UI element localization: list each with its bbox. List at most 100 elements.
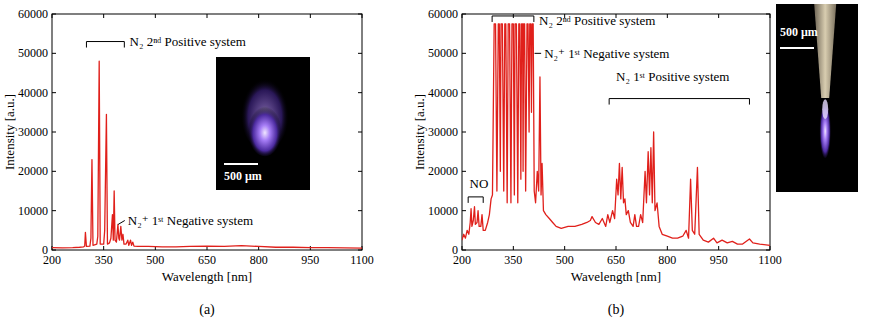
x-tick-label: 350 bbox=[504, 253, 522, 267]
spectrum-line bbox=[52, 61, 362, 248]
y-tick bbox=[462, 92, 466, 93]
y-tick-label: 60000 bbox=[18, 7, 48, 21]
x-tick bbox=[564, 246, 565, 250]
inset-background bbox=[776, 4, 858, 192]
y-tick bbox=[52, 171, 56, 172]
annotations: NON₂ 2ⁿᵈ Positive systemN₂⁺ 1ˢᵗ Negative… bbox=[468, 13, 749, 203]
y-tick bbox=[462, 171, 466, 172]
plasma-glow bbox=[248, 104, 282, 156]
plasma-core bbox=[822, 99, 828, 119]
x-tick-label: 500 bbox=[146, 253, 164, 267]
inset-photo: 500 μm bbox=[216, 57, 310, 190]
x-tick bbox=[52, 14, 53, 18]
x-tick-label: 1100 bbox=[350, 253, 374, 267]
scale-bar bbox=[780, 47, 814, 49]
x-tick-label: 950 bbox=[301, 253, 319, 267]
x-tick-label: 800 bbox=[658, 253, 676, 267]
y-tick-label: 60000 bbox=[428, 7, 458, 21]
annotation-label: NO bbox=[470, 176, 489, 191]
panel-label: (a) bbox=[199, 302, 215, 318]
x-tick bbox=[362, 14, 363, 18]
x-tick bbox=[155, 14, 156, 18]
x-tick bbox=[207, 14, 208, 18]
y-tick-label: 40000 bbox=[18, 86, 48, 100]
x-tick bbox=[462, 246, 463, 250]
y-tick-label: 0 bbox=[452, 243, 458, 257]
bracket bbox=[609, 99, 749, 105]
y-tick bbox=[52, 53, 56, 54]
scale-bar bbox=[224, 163, 258, 165]
y-tick-label: 50000 bbox=[428, 46, 458, 60]
x-tick bbox=[103, 246, 104, 250]
pointer bbox=[118, 221, 125, 225]
y-tick bbox=[766, 53, 770, 54]
y-tick bbox=[52, 14, 56, 15]
y-tick-label: 20000 bbox=[428, 164, 458, 178]
plot-data bbox=[52, 61, 362, 248]
annotation-label: N₂ 1ˢᵗ Positive system bbox=[616, 69, 729, 84]
annotation-label: N₂⁺ 1ˢᵗ Negative system bbox=[128, 213, 253, 228]
bracket bbox=[468, 197, 483, 203]
plasma-jet bbox=[819, 98, 831, 158]
y-tick bbox=[52, 132, 56, 133]
panel: 2003505006508009501100010000200003000040… bbox=[2, 7, 374, 318]
annotation-label: N₂⁺ 1ˢᵗ Negative system bbox=[544, 46, 669, 61]
y-tick bbox=[462, 132, 466, 133]
y-axis-title: Intensity [a.u.] bbox=[2, 94, 17, 170]
y-tick bbox=[462, 210, 466, 211]
spectrum-line bbox=[462, 24, 770, 245]
annotation-label: N₂ 2ⁿᵈ Positive system bbox=[130, 34, 246, 49]
x-axis-title: Wavelength [nm] bbox=[571, 269, 661, 284]
x-tick-label: 1100 bbox=[758, 253, 782, 267]
inset-background bbox=[216, 57, 310, 190]
y-tick bbox=[766, 250, 770, 251]
y-tick-label: 50000 bbox=[18, 46, 48, 60]
bracket bbox=[492, 16, 534, 22]
panel: 2003505006508009501100010000200003000040… bbox=[412, 4, 859, 318]
y-tick bbox=[462, 53, 466, 54]
x-axis-title: Wavelength [nm] bbox=[162, 269, 252, 284]
y-tick bbox=[766, 132, 770, 133]
y-tick bbox=[358, 14, 362, 15]
y-tick bbox=[358, 250, 362, 251]
x-tick bbox=[718, 14, 719, 18]
y-tick bbox=[52, 250, 56, 251]
x-tick-label: 800 bbox=[250, 253, 268, 267]
y-tick bbox=[462, 250, 466, 251]
x-tick bbox=[513, 246, 514, 250]
electrode bbox=[814, 4, 836, 98]
x-tick bbox=[462, 14, 463, 18]
y-tick-label: 0 bbox=[42, 243, 48, 257]
plot-frame bbox=[52, 14, 362, 250]
y-tick bbox=[52, 210, 56, 211]
x-tick bbox=[616, 246, 617, 250]
x-tick bbox=[770, 14, 771, 18]
y-tick bbox=[766, 92, 770, 93]
scale-bar-label: 500 μm bbox=[780, 25, 818, 39]
figure: 2003505006508009501100010000200003000040… bbox=[0, 0, 881, 324]
x-tick-label: 950 bbox=[710, 253, 728, 267]
bracket bbox=[86, 42, 124, 48]
x-tick bbox=[718, 246, 719, 250]
x-tick-label: 650 bbox=[607, 253, 625, 267]
y-tick bbox=[766, 171, 770, 172]
x-tick bbox=[258, 14, 259, 18]
y-tick bbox=[358, 132, 362, 133]
x-tick-label: 350 bbox=[95, 253, 113, 267]
plot-frame bbox=[462, 14, 770, 250]
x-tick bbox=[667, 246, 668, 250]
y-tick bbox=[462, 14, 466, 15]
y-tick bbox=[766, 210, 770, 211]
pointer bbox=[535, 53, 542, 54]
y-tick bbox=[358, 53, 362, 54]
y-tick bbox=[358, 210, 362, 211]
y-tick bbox=[358, 171, 362, 172]
panel-label: (b) bbox=[608, 302, 625, 318]
x-tick bbox=[103, 14, 104, 18]
y-tick-label: 40000 bbox=[428, 86, 458, 100]
y-axis-title: Intensity [a.u.] bbox=[412, 94, 427, 170]
scale-bar-label: 500 μm bbox=[224, 169, 262, 183]
x-tick bbox=[770, 246, 771, 250]
y-tick-label: 30000 bbox=[18, 125, 48, 139]
y-tick-label: 10000 bbox=[18, 204, 48, 218]
